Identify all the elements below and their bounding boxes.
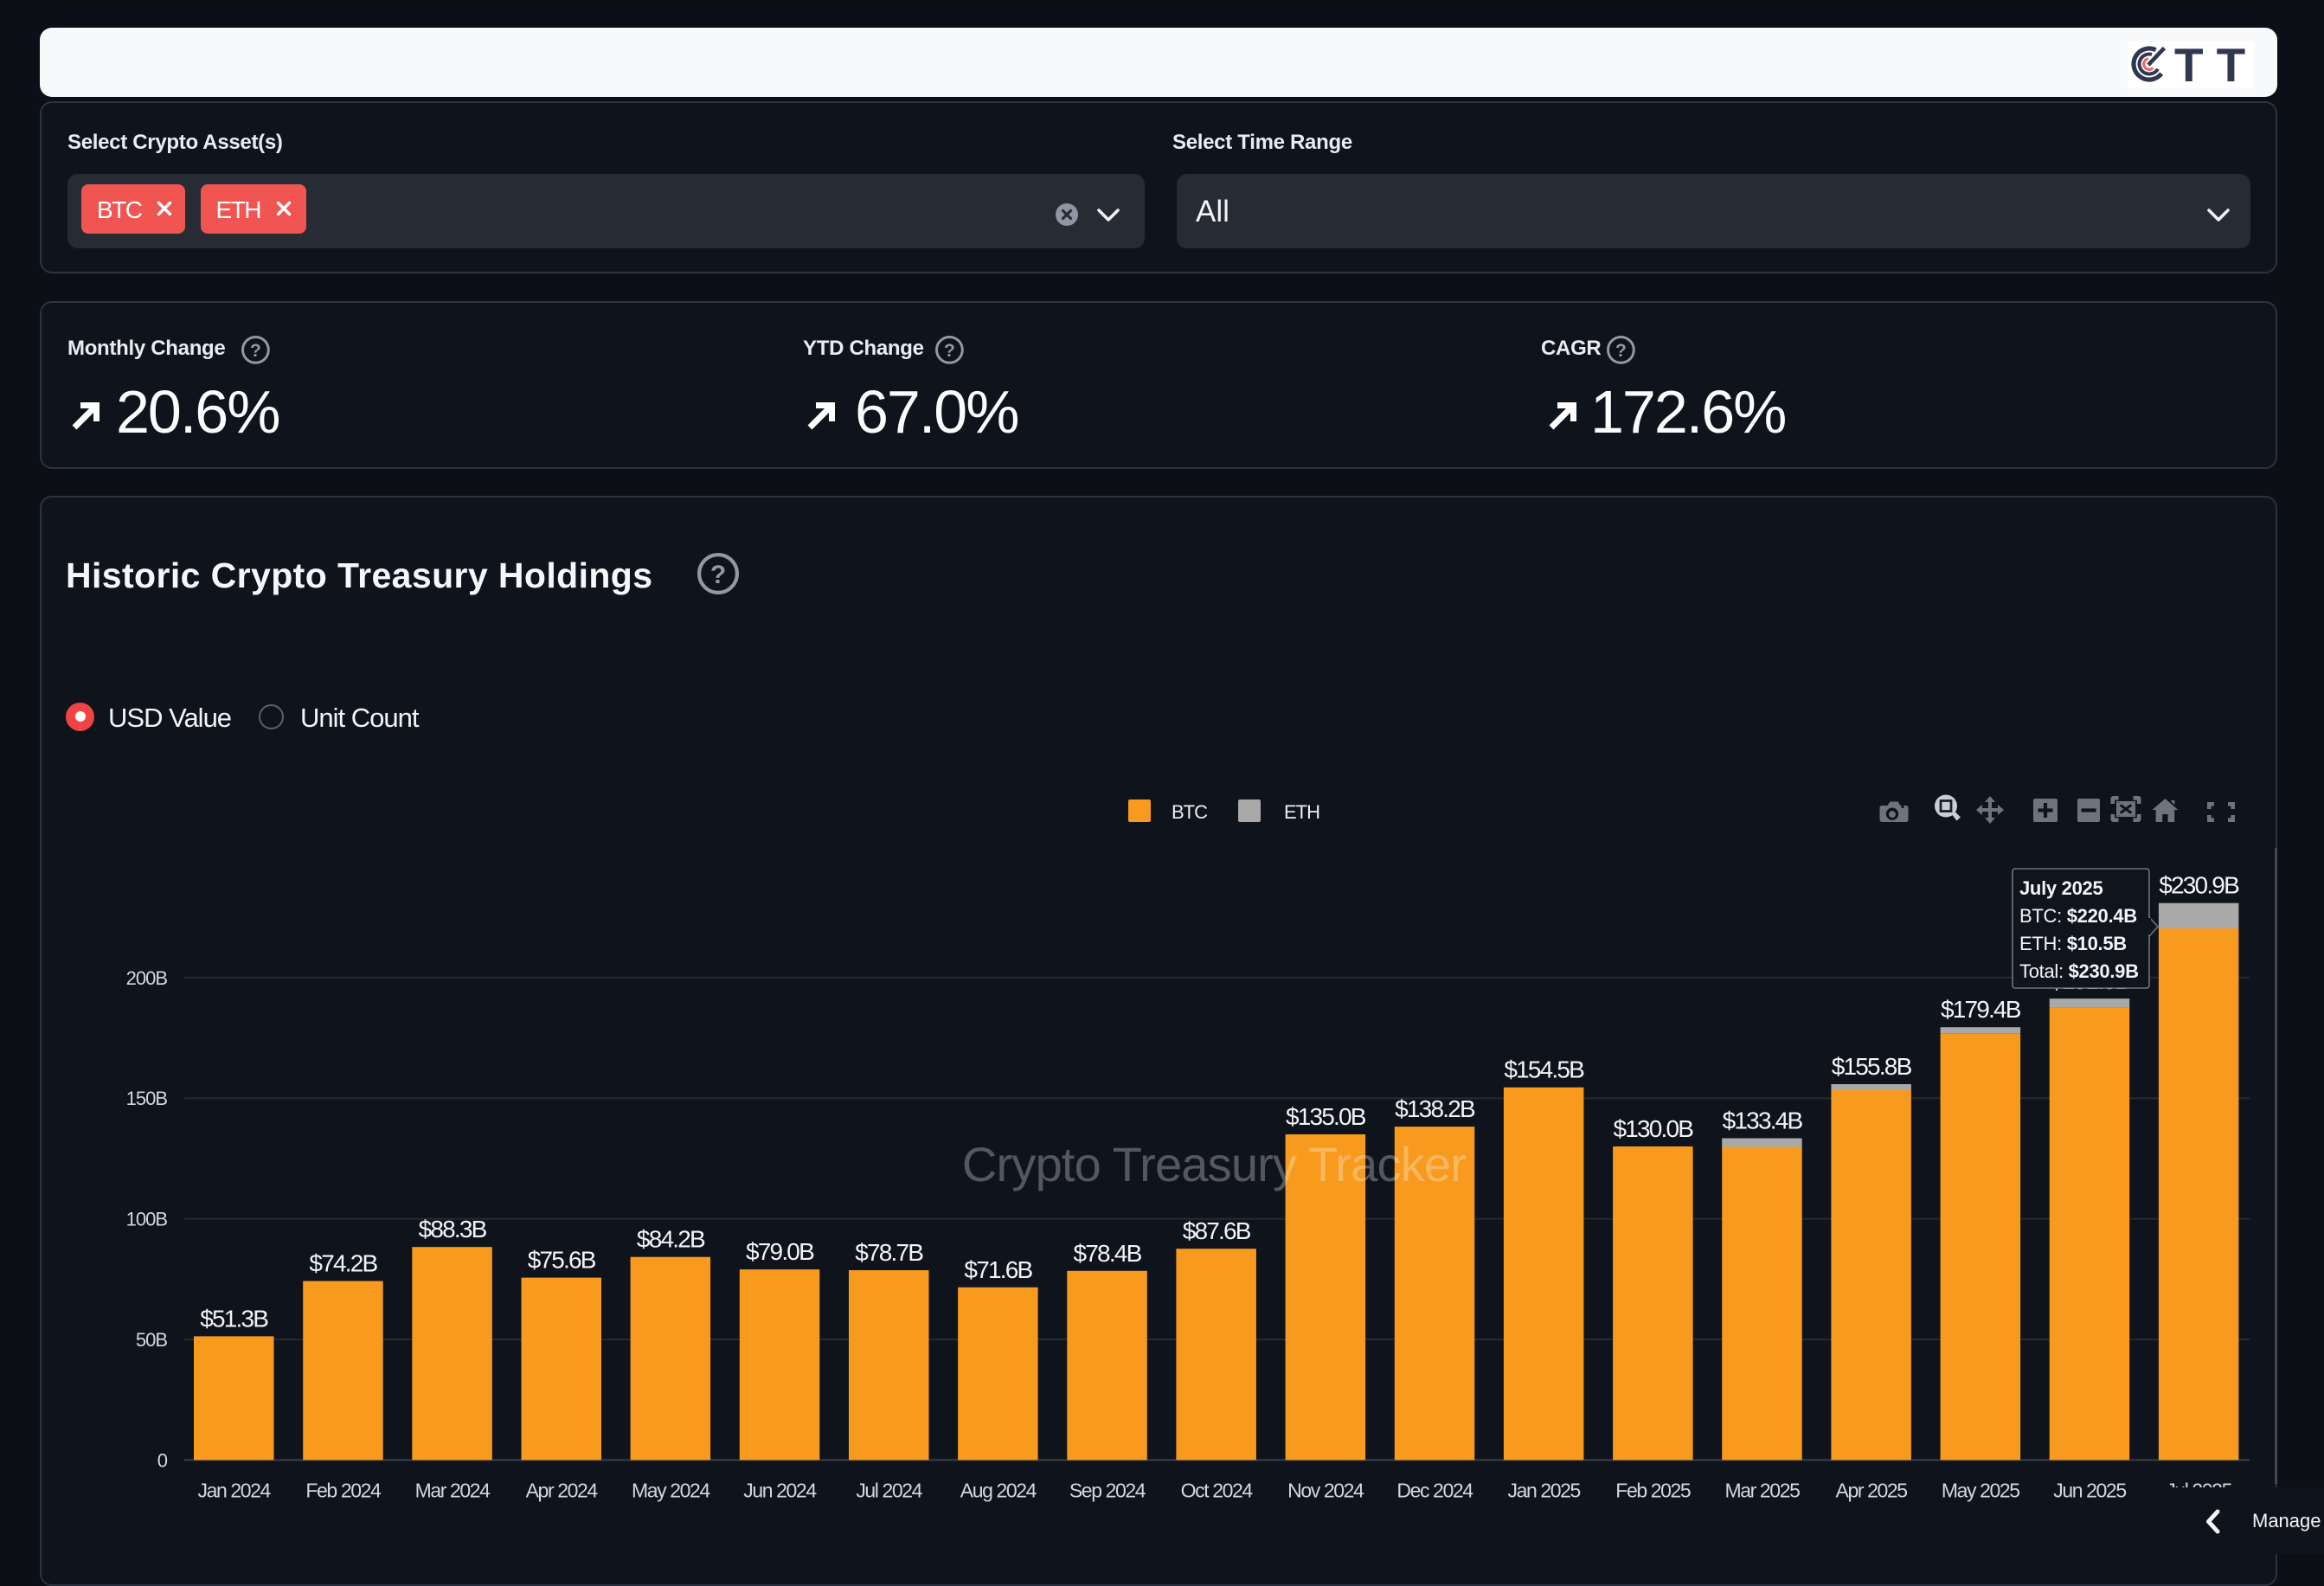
svg-text:May 2024: May 2024: [632, 1480, 710, 1502]
svg-text:$74.2B: $74.2B: [309, 1250, 377, 1277]
svg-text:$79.0B: $79.0B: [746, 1238, 814, 1265]
svg-text:Apr 2025: Apr 2025: [1836, 1480, 1908, 1502]
svg-text:Sep 2024: Sep 2024: [1069, 1480, 1146, 1502]
svg-text:Jan 2024: Jan 2024: [197, 1480, 271, 1502]
svg-text:BTC: $220.4B: BTC: $220.4B: [2019, 905, 2137, 927]
svg-text:Feb 2024: Feb 2024: [305, 1480, 382, 1502]
svg-text:Feb 2025: Feb 2025: [1615, 1480, 1691, 1502]
svg-text:ETH: $10.5B: ETH: $10.5B: [2019, 933, 2127, 954]
svg-text:Mar 2025: Mar 2025: [1725, 1480, 1801, 1502]
svg-text:May 2025: May 2025: [1942, 1480, 2019, 1502]
svg-text:?: ?: [1615, 341, 1627, 361]
svg-text:Total: $230.9B: Total: $230.9B: [2019, 960, 2139, 982]
svg-text:$138.2B: $138.2B: [1395, 1095, 1475, 1122]
svg-text:$78.7B: $78.7B: [855, 1239, 923, 1266]
svg-text:$71.6B: $71.6B: [964, 1256, 1032, 1283]
svg-text:?: ?: [944, 341, 955, 361]
svg-text:Jul 2024: Jul 2024: [856, 1480, 922, 1502]
svg-text:$230.9B: $230.9B: [2159, 872, 2239, 899]
svg-text:Jun 2024: Jun 2024: [743, 1480, 817, 1502]
svg-text:$51.3B: $51.3B: [200, 1305, 268, 1332]
svg-text:$155.8B: $155.8B: [1832, 1053, 1912, 1080]
svg-text:Jun 2025: Jun 2025: [2053, 1480, 2126, 1502]
svg-text:$179.4B: $179.4B: [1941, 996, 2021, 1023]
svg-text:$75.6B: $75.6B: [528, 1247, 596, 1274]
svg-text:TT: TT: [2174, 42, 2254, 88]
svg-text:Crypto Treasury Tracker: Crypto Treasury Tracker: [962, 1137, 1466, 1191]
svg-text:Apr 2024: Apr 2024: [526, 1480, 599, 1502]
svg-text:Manage: Manage: [2252, 1510, 2321, 1531]
svg-text:$88.3B: $88.3B: [419, 1216, 487, 1242]
svg-text:Nov 2024: Nov 2024: [1287, 1480, 1364, 1502]
svg-text:July 2025: July 2025: [2019, 877, 2103, 899]
svg-text:$130.0B: $130.0B: [1613, 1115, 1693, 1142]
svg-text:Dec 2024: Dec 2024: [1396, 1480, 1473, 1502]
svg-text:0: 0: [157, 1449, 168, 1471]
svg-text:Jan 2025: Jan 2025: [1507, 1480, 1580, 1502]
svg-text:$154.5B: $154.5B: [1504, 1056, 1584, 1083]
svg-text:Aug 2024: Aug 2024: [960, 1480, 1037, 1502]
svg-text:200B: 200B: [126, 967, 168, 989]
svg-text:?: ?: [250, 341, 261, 361]
svg-text:100B: 100B: [126, 1209, 168, 1230]
svg-text:BTC: BTC: [1172, 801, 1208, 823]
svg-text:$87.6B: $87.6B: [1183, 1217, 1251, 1244]
svg-text:Mar 2024: Mar 2024: [415, 1480, 491, 1502]
svg-text:Oct 2024: Oct 2024: [1181, 1480, 1254, 1502]
svg-text:150B: 150B: [126, 1088, 168, 1109]
svg-text:$133.4B: $133.4B: [1723, 1108, 1803, 1134]
svg-text:50B: 50B: [136, 1329, 167, 1351]
svg-text:?: ?: [710, 561, 726, 589]
svg-text:$84.2B: $84.2B: [637, 1226, 705, 1253]
svg-text:$135.0B: $135.0B: [1286, 1103, 1366, 1130]
svg-text:$78.4B: $78.4B: [1074, 1240, 1142, 1267]
svg-text:ETH: ETH: [1284, 801, 1319, 823]
